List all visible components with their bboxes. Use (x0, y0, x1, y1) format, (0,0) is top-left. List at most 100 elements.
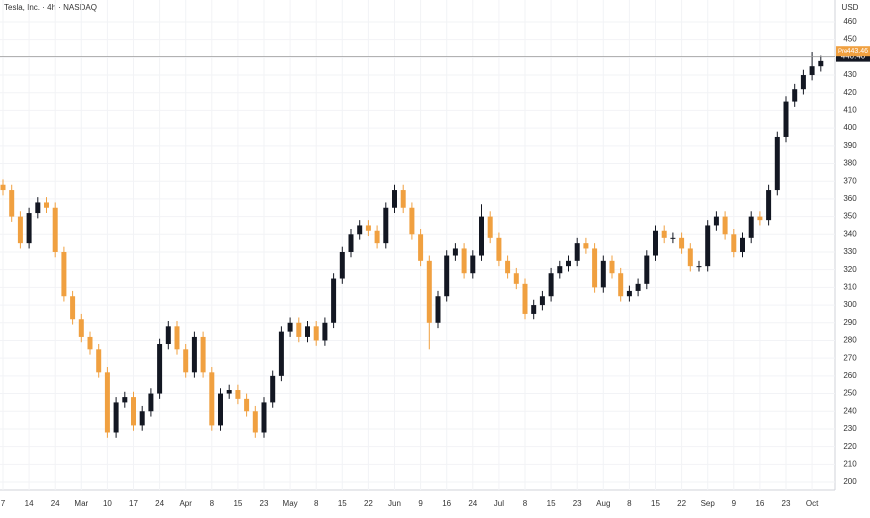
x-tick-label: Apr (179, 499, 192, 508)
price-tag (836, 51, 870, 62)
candle-body (618, 273, 624, 297)
candle-body (731, 234, 737, 252)
y-tick-label: 280 (843, 336, 857, 345)
candle-body (200, 336, 206, 373)
candle-body (44, 202, 49, 208)
candle-body (165, 326, 171, 345)
candle-body (87, 336, 93, 350)
candle-body (496, 237, 502, 261)
candle-body (766, 190, 772, 221)
candle-body (131, 397, 136, 426)
x-tick-label: 16 (755, 499, 764, 508)
candle-body (461, 248, 467, 274)
y-tick-label: 200 (843, 477, 857, 486)
chart-title: Tesla, Inc. · 4h · NASDAQ (4, 3, 97, 12)
y-tick-label: 340 (843, 229, 857, 238)
candle-body (470, 255, 476, 274)
y-tick-label: 270 (843, 353, 857, 362)
candle-body (157, 344, 163, 394)
candle-body (557, 266, 563, 274)
candle-body (774, 136, 780, 191)
y-tick-label: 460 (843, 17, 857, 26)
candle-body (261, 402, 267, 433)
candle-body (574, 243, 580, 261)
candle-body (626, 290, 632, 297)
candle-body (748, 216, 754, 238)
candle-body (479, 216, 484, 256)
x-tick-label: 8 (523, 499, 528, 508)
y-tick-label: 360 (843, 194, 857, 203)
y-tick-label: 260 (843, 371, 857, 380)
candle-body (78, 319, 84, 337)
x-tick-label: 22 (677, 499, 686, 508)
candle-body (26, 213, 32, 244)
y-tick-label: 370 (843, 176, 857, 185)
candle-body (270, 375, 276, 403)
x-tick-label: 8 (314, 499, 319, 508)
candle-body (522, 283, 528, 314)
candle-body (96, 349, 102, 373)
y-tick-label: 390 (843, 141, 857, 150)
candle-body (235, 390, 241, 399)
y-tick-label: 300 (843, 300, 857, 309)
candle-body (548, 273, 554, 297)
candle-body (17, 216, 23, 244)
y-tick-label: 250 (843, 389, 857, 398)
candle-body (70, 296, 76, 320)
candle-body (583, 243, 589, 249)
candle-body (400, 190, 406, 208)
candle-body (609, 260, 615, 274)
candle-body (122, 397, 128, 403)
candle-body (531, 305, 537, 314)
x-tick-label: 23 (782, 499, 791, 508)
candle-body (148, 393, 154, 412)
candle-body (426, 260, 432, 323)
candle-body (740, 237, 745, 252)
candle-body (679, 237, 685, 249)
x-tick-label: 16 (442, 499, 451, 508)
candle-body (139, 411, 145, 426)
candle-body (9, 190, 15, 217)
y-tick-label: 350 (843, 212, 857, 221)
y-tick-label: 410 (843, 106, 857, 115)
price-tag-label: 440.40 (841, 52, 866, 61)
candle-body (635, 283, 641, 291)
candle-body (287, 322, 293, 332)
x-tick-label: 15 (233, 499, 242, 508)
candle-body (818, 60, 824, 67)
x-tick-label: 22 (364, 499, 373, 508)
candle-body (331, 278, 337, 323)
candle-body (174, 326, 180, 350)
candle-body (278, 331, 284, 376)
candle-body (783, 101, 789, 137)
x-tick-label: 17 (129, 499, 138, 508)
x-tick-label: Aug (596, 499, 610, 508)
candle-body (191, 336, 197, 373)
x-tick-label: 7 (1, 499, 6, 508)
candle-body (487, 216, 493, 238)
y-tick-label: 330 (843, 247, 857, 256)
y-tick-label: 290 (843, 318, 857, 327)
y-tick-label: 430 (843, 70, 857, 79)
x-tick-label: 23 (573, 499, 582, 508)
candle-body (653, 230, 658, 256)
candle-body (183, 349, 189, 373)
candle-body (600, 260, 606, 288)
pre-market-tag (836, 46, 870, 57)
candle-body (505, 260, 511, 274)
candle-body (226, 390, 232, 394)
pre-market-value: 443.46 (847, 48, 869, 55)
candle-body (305, 326, 310, 337)
candle-body (296, 322, 302, 337)
candle-body (687, 248, 693, 267)
x-tick-label: Sep (701, 499, 716, 508)
x-tick-label: 8 (627, 499, 632, 508)
candle-body (418, 234, 424, 261)
x-tick-label: 9 (732, 499, 737, 508)
x-tick-label: 14 (25, 499, 34, 508)
y-tick-label: 400 (843, 123, 857, 132)
candle-body (644, 255, 650, 284)
x-tick-label: Oct (806, 499, 819, 508)
